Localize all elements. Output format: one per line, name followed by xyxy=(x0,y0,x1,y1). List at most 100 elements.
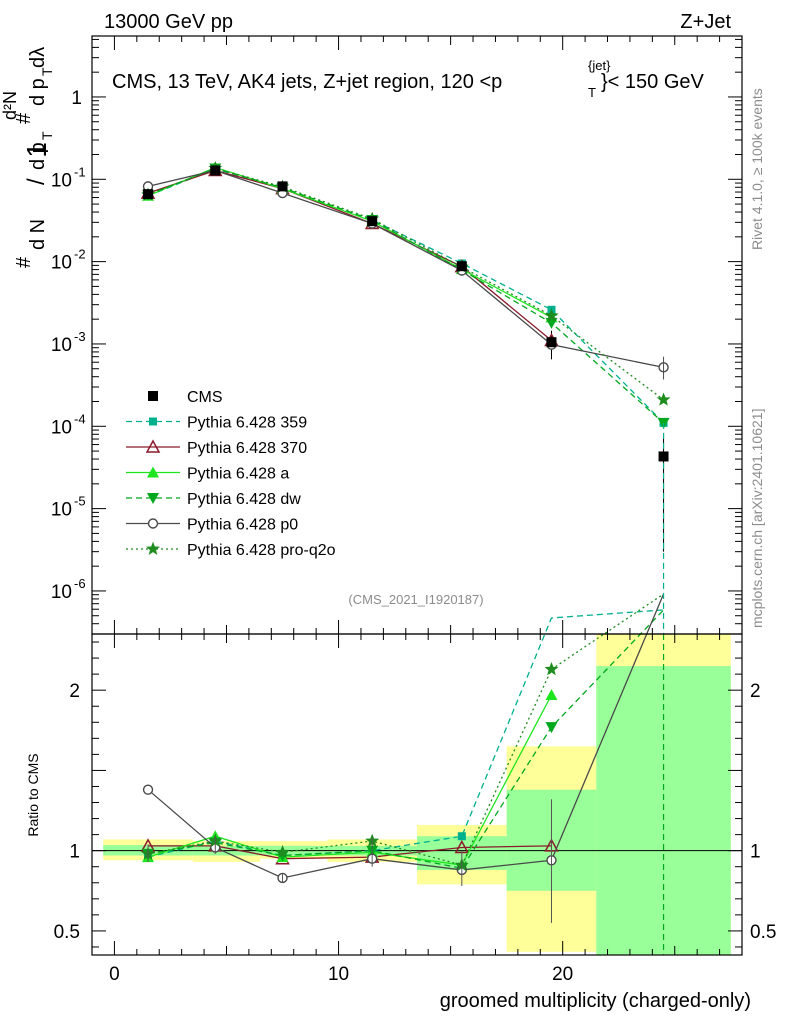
legend-marker-shape xyxy=(149,417,157,426)
header-left: 13000 GeV pp xyxy=(104,11,233,33)
y-tick-exponent: -3 xyxy=(74,329,86,344)
ratio-line xyxy=(147,694,553,866)
y-tick-exponent: -4 xyxy=(74,411,86,426)
ratio-tick-label-left: 0.5 xyxy=(54,922,80,943)
ratio-point xyxy=(457,832,466,841)
legend: CMS Pythia 6.428 359 Pythia 6.428 370 Pythi… xyxy=(126,389,336,559)
cms-point xyxy=(456,261,467,272)
legend-marker-shape xyxy=(145,439,161,453)
ylabel-d2N: d²N xyxy=(0,91,20,120)
main-ylabel-rest: # d N / d p T # d p T dλ d²N xyxy=(0,47,55,268)
ratio-tick-label-left: 1 xyxy=(69,842,80,863)
legend-label: Pythia 6.428 a xyxy=(187,466,289,483)
legend-marker-cms xyxy=(148,391,158,401)
ratio-point-shape xyxy=(457,832,466,841)
ylabel-one: 1 xyxy=(21,142,52,158)
main-series-4 xyxy=(142,165,669,373)
cms-point xyxy=(277,181,288,192)
ratio-point-shape xyxy=(545,688,558,700)
ylabel-sub-T2: T xyxy=(39,67,55,76)
ylabel-dpTdl: d p xyxy=(27,78,49,106)
header-right: Z+Jet xyxy=(680,11,731,33)
ratio-tick-label-right: 2 xyxy=(750,681,761,702)
ylabel-slash: / xyxy=(23,178,50,185)
legend-marker-shape xyxy=(146,541,160,555)
main-point xyxy=(544,308,559,322)
y-tick-label: 10 xyxy=(51,253,72,274)
y-tick-label: 10 xyxy=(51,417,72,438)
ratio-line xyxy=(148,845,552,860)
cms-point-shape xyxy=(210,165,221,176)
legend-label-cms: CMS xyxy=(187,389,223,406)
cms-point-shape xyxy=(143,189,154,200)
main-point-shape xyxy=(656,392,671,406)
y-tick-label: 10 xyxy=(51,170,72,191)
x-tick-label: 10 xyxy=(328,964,349,985)
side-label-rivet: Rivet 4.1.0, ≥ 100k events xyxy=(749,88,765,250)
legend-entry-1: Pythia 6.428 370 xyxy=(126,439,307,457)
ratio-point xyxy=(142,784,154,795)
plot-title-end: }< 150 GeV xyxy=(601,71,705,93)
cms-point xyxy=(367,216,378,227)
ylabel-hash-2: # xyxy=(13,112,35,124)
ratio-frame xyxy=(91,633,743,956)
ratio-line xyxy=(147,609,664,858)
legend-marker xyxy=(149,417,157,426)
main-series-0 xyxy=(144,164,668,427)
ratio-point-shape xyxy=(275,844,290,859)
legend-marker xyxy=(147,466,159,478)
cms-point-shape xyxy=(277,181,288,192)
cms-point-shape xyxy=(546,337,557,348)
y-tick-label: 10 xyxy=(51,582,72,603)
cms-point-shape xyxy=(456,261,467,272)
ratio-series xyxy=(140,593,665,923)
legend-entry-0: Pythia 6.428 359 xyxy=(126,415,307,432)
ylabel-dl: dλ xyxy=(27,47,49,68)
legend-marker xyxy=(146,541,160,555)
y-tick-label: 1 xyxy=(71,88,82,109)
ratio-point xyxy=(544,661,559,676)
main-point xyxy=(656,392,671,406)
plot-title-sup: {jet} xyxy=(588,58,611,73)
legend-marker xyxy=(147,493,159,504)
ratio-ylabel: Ratio to CMS xyxy=(25,753,41,836)
legend-marker xyxy=(147,518,159,529)
legend-marker-shape xyxy=(147,466,159,478)
ratio-tick-label-left: 2 xyxy=(69,681,80,702)
ratio-point xyxy=(545,688,558,700)
y-tick-exponent: -1 xyxy=(74,164,86,179)
legend-entry-2: Pythia 6.428 a xyxy=(126,466,289,483)
cms-point xyxy=(546,337,557,348)
legend-label: Pythia 6.428 p0 xyxy=(187,517,298,534)
main-line xyxy=(147,169,552,342)
x-axis-label: groomed multiplicity (charged-only) xyxy=(440,990,751,1012)
side-label-mcplots: mcplots.cern.ch [arXiv:2401.10621] xyxy=(749,409,765,628)
main-line xyxy=(147,167,664,424)
cms-point xyxy=(143,189,154,200)
ylabel-hash-1: # xyxy=(13,256,35,268)
cms-point-shape xyxy=(367,216,378,227)
ratio-point-shape xyxy=(142,784,154,795)
main-series-5 xyxy=(141,160,671,406)
main-series xyxy=(140,160,671,955)
ratio-tick-label-right: 0.5 xyxy=(750,922,776,943)
main-series-1 xyxy=(140,162,559,347)
legend-label: Pythia 6.428 359 xyxy=(187,415,307,432)
ratio-point-shape xyxy=(544,661,559,676)
x-tick-label: 20 xyxy=(552,964,573,985)
legend-entry-4: Pythia 6.428 p0 xyxy=(126,517,298,534)
plot-title-sub: T xyxy=(588,85,596,100)
plot-frames xyxy=(91,35,743,956)
ylabel-dpT: d p xyxy=(27,142,49,170)
legend-label: Pythia 6.428 370 xyxy=(187,440,307,457)
ratio-bands xyxy=(92,634,742,955)
legend-entry-cms: CMS xyxy=(148,389,223,406)
cms-point-shape xyxy=(658,451,669,462)
legend-marker-cms-shape xyxy=(148,391,158,401)
main-line xyxy=(147,168,665,424)
legend-marker-shape xyxy=(147,518,159,529)
y-tick-label: 10 xyxy=(51,335,72,356)
legend-label: Pythia 6.428 pro-q2o xyxy=(187,542,336,559)
